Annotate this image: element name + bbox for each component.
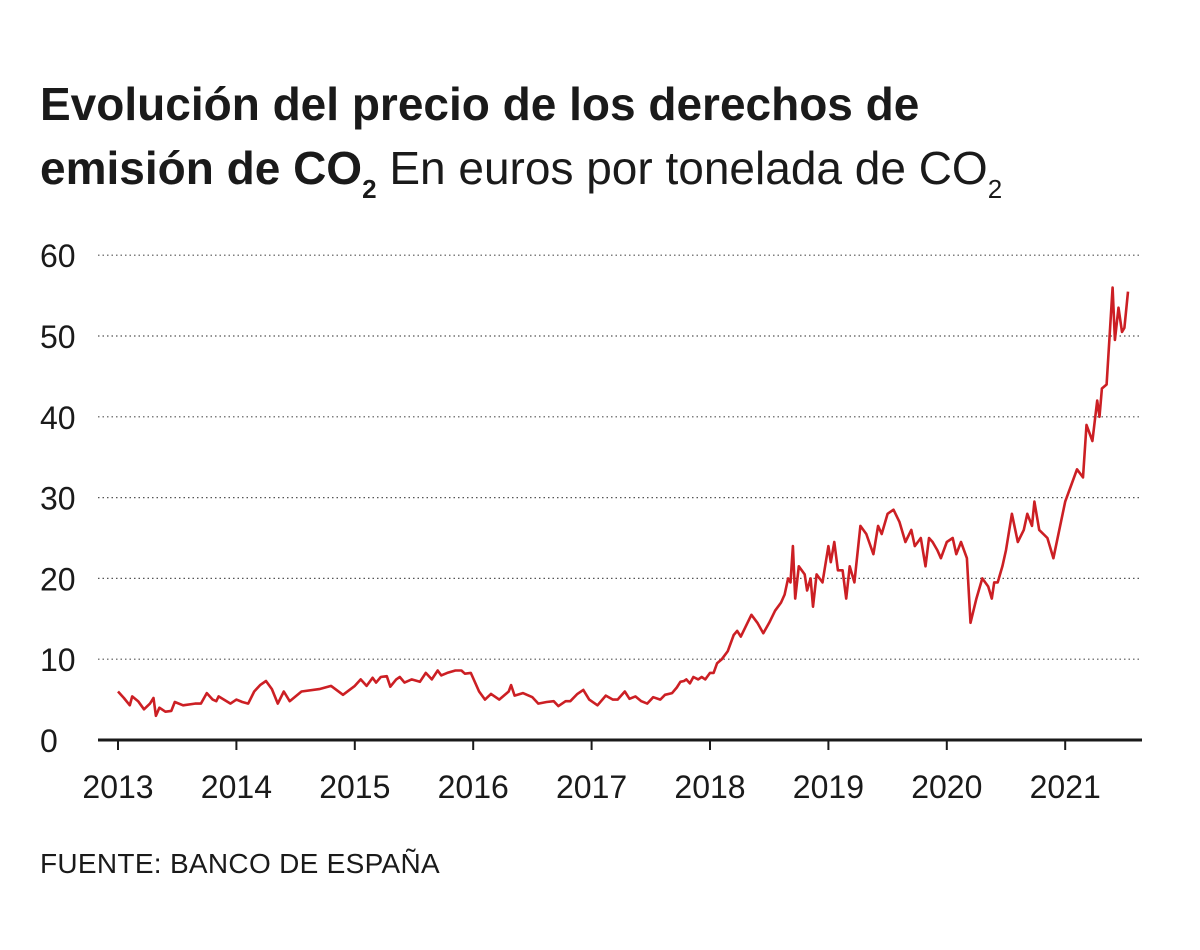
subtitle-subscript: 2 (987, 174, 1003, 204)
x-tick-label-2019: 2019 (793, 769, 864, 805)
title-line-2-text: emisión de CO (40, 142, 363, 194)
y-axis-ticks: 0 10 20 30 40 50 60 (40, 238, 76, 759)
y-tick-label-50: 50 (40, 319, 76, 355)
x-tick-label-2021: 2021 (1030, 769, 1101, 805)
x-tick-label-2020: 2020 (911, 769, 982, 805)
x-axis-ticks: 2013 2014 2015 2016 2017 2018 2019 2020 2021 (82, 740, 1101, 805)
chart-subtitle: En euros por tonelada de CO2 (389, 142, 1002, 202)
subtitle-text: En euros por tonelada de CO (389, 142, 988, 194)
title-line-2: emisión de CO2 (40, 142, 377, 202)
x-tick-label-2013: 2013 (82, 769, 153, 805)
x-tick-label-2018: 2018 (674, 769, 745, 805)
y-tick-label-0: 0 (40, 723, 58, 759)
y-tick-label-20: 20 (40, 561, 76, 597)
series-line-co2-price (117, 286, 1130, 718)
gridlines (98, 254, 1142, 660)
source-note: FUENTE: BANCO DE ESPAÑA (40, 848, 441, 879)
x-tick-label-2016: 2016 (438, 769, 509, 805)
x-tick-label-2015: 2015 (319, 769, 390, 805)
x-tick-label-2017: 2017 (556, 769, 627, 805)
y-tick-label-30: 30 (40, 481, 76, 517)
y-tick-label-60: 60 (40, 238, 76, 274)
chart-title: Evolución del precio de los derechos de … (40, 72, 1160, 202)
x-tick-label-2014: 2014 (201, 769, 272, 805)
title-line-1: Evolución del precio de los derechos de (40, 78, 920, 130)
title-subscript: 2 (362, 174, 377, 204)
y-tick-label-10: 10 (40, 642, 76, 678)
y-tick-label-40: 40 (40, 400, 76, 436)
